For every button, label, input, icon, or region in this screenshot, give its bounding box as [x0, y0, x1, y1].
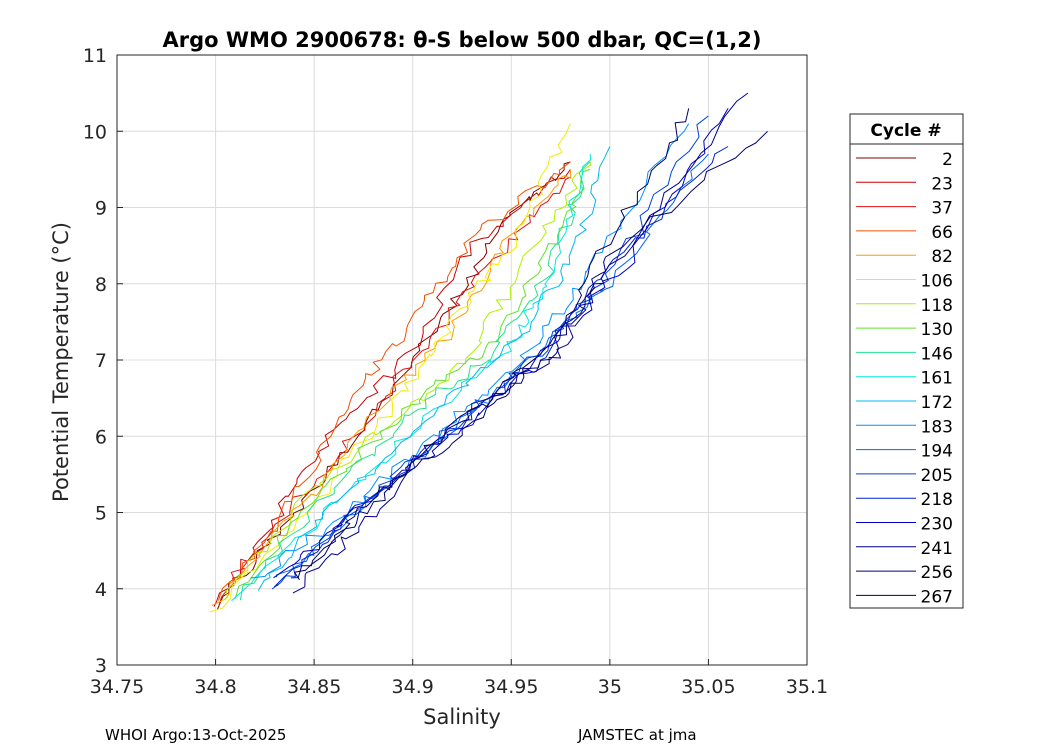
x-tick-label: 35 [598, 676, 622, 698]
legend: Cycle # 2 23 37 66 82 106 118 130 146 161 172 183 19… [849, 113, 964, 609]
y-tick-label: 5 [95, 503, 107, 525]
y-tick-label: 7 [95, 350, 107, 372]
legend-label: 230 [921, 515, 953, 535]
y-tick-label: 8 [95, 274, 107, 296]
y-tick-label: 6 [95, 426, 107, 448]
x-tick-label: 34.75 [90, 676, 144, 698]
x-tick-label: 35.1 [786, 676, 828, 698]
legend-label: 183 [921, 417, 953, 437]
legend-label: 37 [931, 199, 953, 219]
legend-label: 106 [921, 272, 953, 292]
series-line-cycle-241 [292, 92, 749, 594]
x-tick-label: 34.95 [484, 676, 538, 698]
footer-left: WHOI Argo:13-Oct-2025 [105, 726, 287, 744]
legend-label: 218 [921, 490, 953, 510]
legend-label: 23 [931, 174, 953, 194]
series-line-cycle-230 [273, 108, 729, 579]
series-line-cycle-183 [250, 123, 690, 579]
x-tick-labels: 34.75 34.8 34.85 34.9 34.95 35 35.05 35.1 [90, 676, 828, 698]
x-tick-label: 34.9 [392, 676, 434, 698]
legend-label: 205 [921, 466, 953, 486]
series-line-cycle-106 [209, 123, 571, 613]
y-tick-label: 10 [83, 121, 107, 143]
legend-label: 241 [921, 539, 953, 559]
series-line-cycle-23 [213, 169, 571, 607]
series-line-cycle-118 [220, 161, 592, 602]
legend-label: 161 [921, 369, 953, 389]
series-line-cycle-66 [218, 161, 571, 601]
x-tick-label: 34.85 [287, 676, 341, 698]
legend-label: 267 [921, 587, 953, 607]
y-tick-label: 11 [83, 45, 107, 67]
legend-label: 66 [931, 223, 953, 243]
legend-label: 2 [942, 150, 953, 170]
series-layer [209, 92, 768, 613]
y-axis-label: Potential Temperature (°C) [49, 222, 73, 502]
legend-label: 130 [921, 320, 953, 340]
legend-label: 146 [921, 344, 953, 364]
series-line-cycle-172 [257, 146, 611, 591]
x-tick-label: 35.05 [681, 676, 735, 698]
series-line-cycle-82 [211, 169, 572, 606]
series-line-cycle-146 [239, 161, 591, 601]
x-tick-label: 34.8 [194, 676, 236, 698]
legend-items: 2 23 37 66 82 106 118 130 146 161 172 183 194 205 218 2… [856, 150, 953, 607]
legend-box [849, 113, 964, 609]
chart-title: Argo WMO 2900678: θ-S below 500 dbar, QC… [163, 28, 762, 52]
y-tick-label: 4 [95, 579, 107, 601]
y-tick-label: 9 [95, 198, 107, 220]
series-line-cycle-267 [294, 108, 690, 581]
plot-frame [116, 54, 808, 666]
footer-right: JAMSTEC at jma [578, 726, 697, 744]
legend-label: 118 [921, 296, 953, 316]
legend-title: Cycle # [870, 121, 941, 141]
legend-label: 82 [931, 247, 953, 267]
x-axis-label: Salinity [423, 705, 501, 729]
y-tick-label: 3 [95, 655, 107, 677]
series-line-cycle-256 [290, 130, 768, 579]
legend-label: 256 [921, 563, 953, 583]
series-line-cycle-37 [218, 176, 571, 605]
legend-label: 194 [921, 442, 953, 462]
legend-label: 172 [921, 393, 953, 413]
series-line-cycle-194 [276, 153, 709, 578]
y-tick-labels: 3 4 5 6 7 8 9 10 11 [83, 45, 107, 677]
